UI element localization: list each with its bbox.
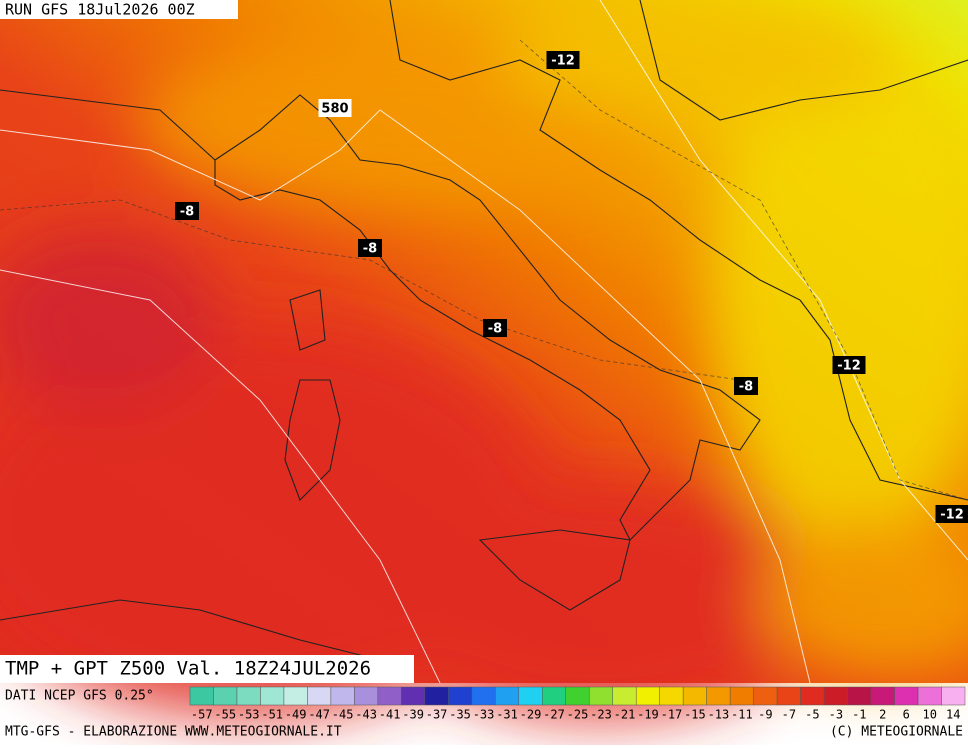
colorbar-label: -19 [637, 708, 659, 722]
colorbar-label: -3 [829, 708, 843, 722]
colorbar-swatch [542, 687, 565, 705]
colorbar-swatch [448, 687, 471, 705]
contour-label-text: -8 [180, 205, 194, 220]
colorbar: -57-55-53-51-49-47-45-43-41-39-37-35-33-… [190, 687, 965, 722]
colorbar-swatch [660, 687, 683, 705]
colorbar-swatch [730, 687, 753, 705]
colorbar-swatch [871, 687, 894, 705]
colorbar-swatch [284, 687, 307, 705]
colorbar-label: -45 [332, 708, 354, 722]
colorbar-label: -43 [355, 708, 377, 722]
colorbar-label: -5 [805, 708, 819, 722]
colorbar-swatch [848, 687, 871, 705]
colorbar-label: -11 [731, 708, 753, 722]
colorbar-swatch [777, 687, 800, 705]
colorbar-swatch [636, 687, 659, 705]
contour-label: 580 [319, 99, 352, 117]
colorbar-swatch [190, 687, 213, 705]
colorbar-label: -17 [661, 708, 683, 722]
contour-label: -8 [358, 239, 382, 257]
colorbar-swatch [213, 687, 236, 705]
contour-label-text: -12 [551, 54, 575, 69]
contour-label-text: -8 [363, 242, 377, 257]
colorbar-swatch [401, 687, 424, 705]
contour-label: -8 [734, 377, 758, 395]
contour-label-text: -8 [488, 322, 502, 337]
colorbar-swatch [425, 687, 448, 705]
footer-left: MTG-GFS - ELABORAZIONE WWW.METEOGIORNALE… [5, 725, 342, 740]
map-title: TMP + GPT Z500 Val. 18Z24JUL2026 [5, 658, 371, 680]
colorbar-label: -57 [191, 708, 213, 722]
colorbar-label: -39 [402, 708, 424, 722]
colorbar-label: -49 [285, 708, 307, 722]
colorbar-swatch [260, 687, 283, 705]
colorbar-label: -29 [520, 708, 542, 722]
contour-label: -12 [936, 505, 968, 523]
contour-label-text: -8 [739, 380, 753, 395]
source-label: DATI NCEP GFS 0.25° [5, 689, 154, 704]
colorbar-swatch [237, 687, 260, 705]
colorbar-label: 10 [923, 708, 937, 722]
colorbar-label: -55 [214, 708, 236, 722]
colorbar-swatch [801, 687, 824, 705]
colorbar-swatch [472, 687, 495, 705]
contour-label-text: -12 [837, 359, 861, 374]
run-label: RUN GFS 18Jul2026 00Z [5, 1, 195, 19]
contour-label: -12 [547, 51, 580, 69]
colorbar-swatch [824, 687, 847, 705]
colorbar-label: -27 [543, 708, 565, 722]
colorbar-swatch [895, 687, 918, 705]
contour-label-text: -12 [940, 508, 964, 523]
colorbar-label: -25 [567, 708, 589, 722]
colorbar-label: -31 [496, 708, 518, 722]
colorbar-swatch [754, 687, 777, 705]
colorbar-label: -35 [449, 708, 471, 722]
contour-label: -8 [483, 319, 507, 337]
colorbar-label: 14 [946, 708, 960, 722]
contour-label: -12 [833, 356, 866, 374]
colorbar-swatch [918, 687, 941, 705]
colorbar-label: -7 [782, 708, 796, 722]
footer-right: (C) METEOGIORNALE [830, 725, 963, 740]
colorbar-label: 6 [903, 708, 910, 722]
colorbar-label: -53 [238, 708, 260, 722]
colorbar-swatch [589, 687, 612, 705]
colorbar-swatch [495, 687, 518, 705]
colorbar-swatch [613, 687, 636, 705]
colorbar-label: -21 [614, 708, 636, 722]
colorbar-swatch [942, 687, 965, 705]
colorbar-swatch [378, 687, 401, 705]
colorbar-swatch [707, 687, 730, 705]
colorbar-label: -1 [852, 708, 866, 722]
colorbar-label: -33 [473, 708, 495, 722]
colorbar-label: -47 [308, 708, 330, 722]
colorbar-swatch [683, 687, 706, 705]
colorbar-label: -41 [379, 708, 401, 722]
colorbar-label: -9 [758, 708, 772, 722]
contour-label-text: 580 [321, 102, 348, 117]
colorbar-swatch [519, 687, 542, 705]
colorbar-swatch [566, 687, 589, 705]
colorbar-label: -15 [684, 708, 706, 722]
colorbar-label: 2 [879, 708, 886, 722]
colorbar-label: -13 [708, 708, 730, 722]
colorbar-swatch [354, 687, 377, 705]
colorbar-swatch [307, 687, 330, 705]
colorbar-label: -23 [590, 708, 612, 722]
colorbar-swatch [331, 687, 354, 705]
colorbar-label: -37 [426, 708, 448, 722]
contour-label: -8 [175, 202, 199, 220]
colorbar-label: -51 [261, 708, 283, 722]
map-area [0, 0, 968, 720]
